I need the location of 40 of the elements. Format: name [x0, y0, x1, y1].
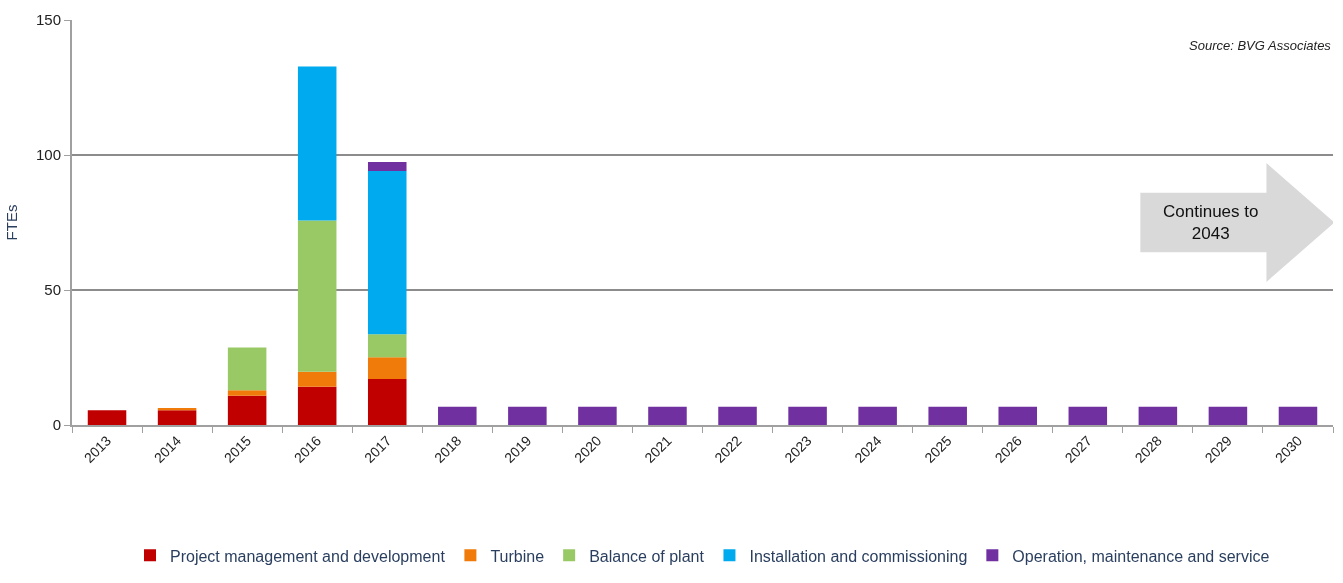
bar — [367, 334, 407, 358]
bar — [157, 407, 197, 411]
bar — [1138, 406, 1178, 425]
legend-label: Installation and commissioning — [749, 547, 968, 565]
bar — [227, 390, 267, 396]
bar — [157, 410, 197, 425]
bar — [858, 406, 897, 425]
bar — [367, 357, 407, 380]
bar — [438, 406, 477, 425]
bar — [1208, 406, 1248, 425]
bar — [648, 406, 687, 425]
legend-label: Turbine — [490, 547, 545, 565]
annotation: Continues to 2043 — [1163, 202, 1259, 244]
bar — [297, 371, 337, 387]
y-tick-label: 100 — [35, 146, 61, 164]
bar — [297, 220, 337, 372]
legend-label: Project management and development — [170, 547, 446, 565]
legend-label: Operation, maintenance and service — [1012, 547, 1270, 565]
bar — [367, 162, 407, 171]
bar — [297, 66, 337, 221]
bar — [578, 406, 617, 425]
bar — [998, 406, 1038, 425]
annotation: Source: BVG Associates — [1189, 38, 1332, 53]
bar — [227, 347, 267, 391]
bar — [367, 170, 407, 335]
y-tick-label: 150 — [35, 11, 61, 29]
bar — [367, 379, 407, 425]
bar — [227, 395, 267, 425]
bar — [1278, 406, 1318, 425]
bar — [928, 406, 967, 425]
bar — [788, 406, 827, 425]
bar — [1068, 406, 1108, 425]
y-tick-label: 0 — [52, 416, 61, 434]
legend-label: Balance of plant — [589, 547, 705, 565]
y-tick-label: 50 — [44, 281, 61, 299]
bar — [297, 386, 337, 425]
y-axis-title: FTEs — [2, 204, 20, 241]
bar — [87, 410, 127, 425]
bar — [718, 406, 757, 425]
bar — [508, 406, 547, 425]
